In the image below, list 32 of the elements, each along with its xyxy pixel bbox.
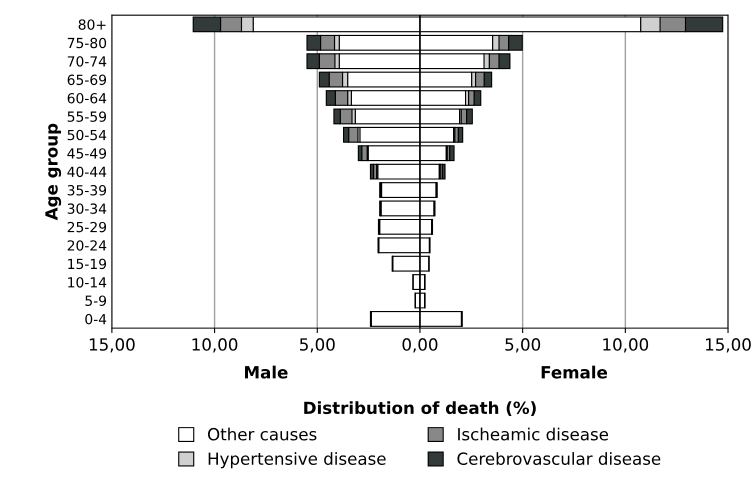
x-tick-label: 15,00 — [706, 338, 751, 352]
x-tick-label: 10,00 — [603, 338, 648, 352]
y-tick-label: 45-49 — [67, 148, 106, 159]
legend-label: Hypertensive disease — [208, 452, 386, 468]
legend-label: Cerebrovascular disease — [457, 452, 660, 465]
y-tick-label: 75-80 — [68, 38, 106, 48]
y-tick-label: 5-9 — [85, 295, 106, 306]
y-tick-label: 50-54 — [68, 130, 106, 140]
x-axis-title: Distribution of death (%) — [304, 401, 536, 416]
y-tick-label: 55-59 — [68, 111, 106, 122]
legend-label: Ischeamic disease — [458, 428, 608, 441]
x-tick-label: 10,00 — [192, 338, 238, 352]
y-tick-label: 0-4 — [85, 314, 106, 324]
x-tick-label: 15,00 — [90, 338, 135, 352]
y-tick-label: 10-14 — [68, 277, 106, 288]
y-tick-label: 15-19 — [68, 258, 106, 270]
y-tick-label: 20-24 — [68, 240, 106, 251]
y-tick-label: 40-44 — [67, 166, 106, 178]
text: Female — [542, 366, 608, 379]
y-tick-label: 35-39 — [68, 185, 106, 196]
text: Male — [245, 366, 288, 379]
legend-label: Other causes — [208, 428, 316, 441]
x-tick-label: 5,00 — [300, 338, 335, 352]
y-tick-label: 30-34 — [68, 203, 106, 214]
y-tick-label: 70-74 — [68, 56, 106, 67]
x-tick-label: 5,00 — [505, 338, 540, 352]
y-tick-label: 65-69 — [68, 74, 106, 86]
y-tick-label: 60-64 — [68, 92, 106, 104]
x-tick-label: 0,00 — [402, 338, 438, 352]
y-tick-label: 25-29 — [68, 222, 106, 232]
y-axis-title: Age group — [45, 124, 62, 220]
y-tick-label: 80+ — [78, 19, 106, 30]
